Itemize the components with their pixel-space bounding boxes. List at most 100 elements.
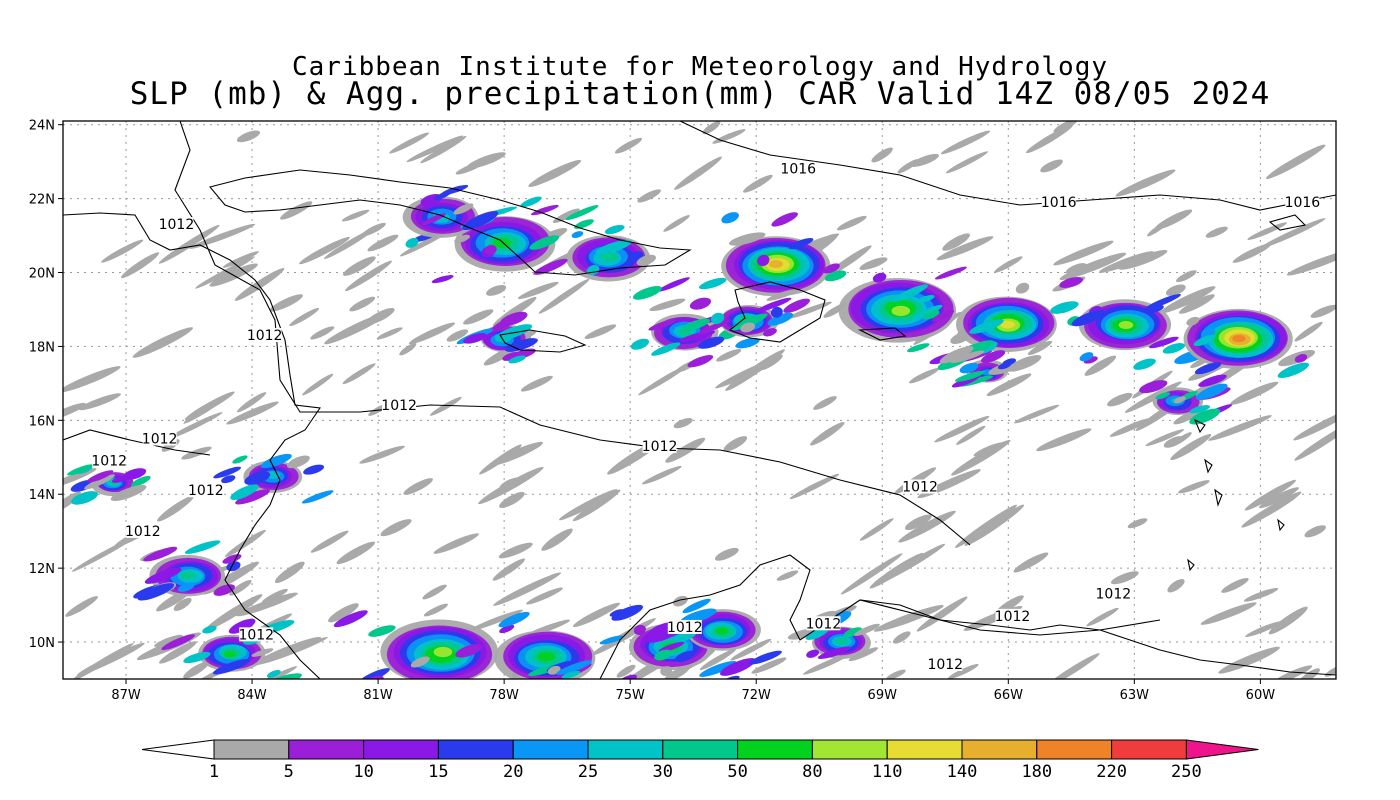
precip-streak: [673, 418, 693, 429]
colorbar-segment: [288, 739, 365, 760]
precip-cell: [1015, 282, 1030, 294]
precip-streak: [909, 368, 940, 384]
precip-streak: [743, 174, 773, 193]
lat-tick-label: 20N: [29, 267, 55, 282]
precip-cell: [434, 190, 452, 200]
colorbar-segment: [961, 739, 1038, 760]
precip-cell: [1002, 358, 1016, 366]
precip-cell: [71, 491, 98, 505]
precip-streak: [1177, 480, 1210, 494]
precip-streak: [559, 489, 618, 521]
precip-streak: [63, 402, 86, 421]
precip-cell: [484, 244, 497, 255]
isobar-label: 1016: [1041, 195, 1077, 211]
precip-cell: [266, 670, 281, 678]
precip-streak: [1218, 646, 1280, 674]
precip-cell: [184, 540, 221, 554]
precip-streak: [269, 294, 303, 312]
precip-streak: [1266, 144, 1326, 180]
precip-streak: [956, 425, 986, 445]
title-product: SLP (mb) & Agg. precipitation(mm) CAR Va…: [129, 76, 1271, 112]
precip-streak: [973, 442, 1004, 457]
precip-streak: [1163, 436, 1184, 448]
isobar-label: 1012: [238, 627, 274, 643]
lat-tick-label: 14N: [29, 488, 55, 503]
precip-streak: [365, 307, 395, 325]
colorbar-arrow-high: [1185, 739, 1259, 760]
precip-streak: [77, 642, 145, 676]
precip-streak: [63, 468, 97, 489]
precip-streak: [236, 130, 261, 143]
precip-streak: [205, 594, 263, 631]
precip-cell: [654, 649, 672, 661]
precip-streak: [1241, 491, 1302, 528]
precip-streak: [934, 415, 990, 443]
precip-streak: [638, 365, 688, 396]
lon-tick-label: 75W: [615, 688, 645, 703]
precip-streak: [1259, 218, 1326, 249]
precip-streak: [716, 349, 742, 362]
precip-streak: [63, 366, 121, 393]
precip-streak: [859, 257, 888, 270]
colorbar-segment: [886, 739, 963, 760]
precip-streak: [1221, 577, 1249, 593]
precip-streak: [158, 224, 220, 264]
precip-cell: [393, 684, 427, 707]
isobar-label: 1012: [902, 480, 938, 496]
precip-streak: [479, 444, 522, 475]
precip-colorbar: 1 5 10 15 20 25 30 50 80 110 140 180 220 250: [141, 739, 1259, 782]
precip-cell: [907, 343, 930, 353]
precip-cell: [836, 215, 867, 231]
precip-streak: [936, 236, 994, 261]
precip-cell: [1000, 320, 1015, 329]
precip-cell: [223, 650, 236, 658]
isobar-label-bg: [903, 479, 938, 494]
latitude-ticks: 24N 22N 20N 18N 16N 14N 12N 10N: [29, 119, 63, 651]
precip-streak: [1167, 579, 1185, 593]
isobar-label-bg: [247, 328, 282, 343]
precip-cell: [892, 284, 929, 303]
lat-tick-label: 18N: [29, 340, 55, 355]
precip-streak: [71, 537, 135, 572]
colorbar-label: 30: [653, 762, 673, 782]
precip-streak: [572, 602, 621, 628]
isobar-label: 1012: [142, 431, 178, 447]
precip-streak: [702, 121, 721, 135]
precip-cell: [183, 651, 211, 664]
precip-streak: [328, 603, 359, 623]
precip-streak: [422, 584, 447, 600]
precip-cell: [499, 624, 515, 634]
precip-streak: [1059, 252, 1127, 281]
precip-streak: [1304, 525, 1326, 538]
precip-cell: [698, 336, 725, 349]
precip-streak: [945, 151, 988, 174]
isobar-label: 1012: [159, 217, 195, 233]
precip-streak: [336, 541, 376, 565]
colorbar-segment: [737, 739, 813, 760]
precip-cell: [531, 204, 559, 216]
precip-streak: [1232, 243, 1272, 263]
precip-streak: [1084, 355, 1117, 376]
precip-cell: [364, 675, 384, 679]
precip-cell: [303, 464, 325, 475]
precip-cell: [70, 479, 96, 492]
precip-streak: [63, 491, 81, 515]
precip-streak: [420, 135, 467, 164]
lon-tick-label: 60W: [1246, 688, 1276, 703]
precip-streak: [280, 201, 313, 220]
precip-streak: [389, 132, 430, 154]
precip-cell: [599, 635, 624, 645]
precip-cell: [561, 670, 581, 679]
precip-streak: [614, 137, 643, 154]
precip-streak: [403, 478, 433, 495]
precip-streak: [468, 609, 524, 632]
precip-cell: [455, 644, 482, 658]
precip-streak: [810, 421, 845, 446]
lon-tick-label: 63W: [1120, 688, 1150, 703]
precip-cell: [529, 235, 560, 250]
precip-streak: [584, 324, 617, 339]
isobar-label-bg: [125, 523, 160, 538]
precip-cell: [368, 625, 396, 637]
precip-cell: [137, 583, 175, 601]
precip-streak: [158, 641, 197, 664]
